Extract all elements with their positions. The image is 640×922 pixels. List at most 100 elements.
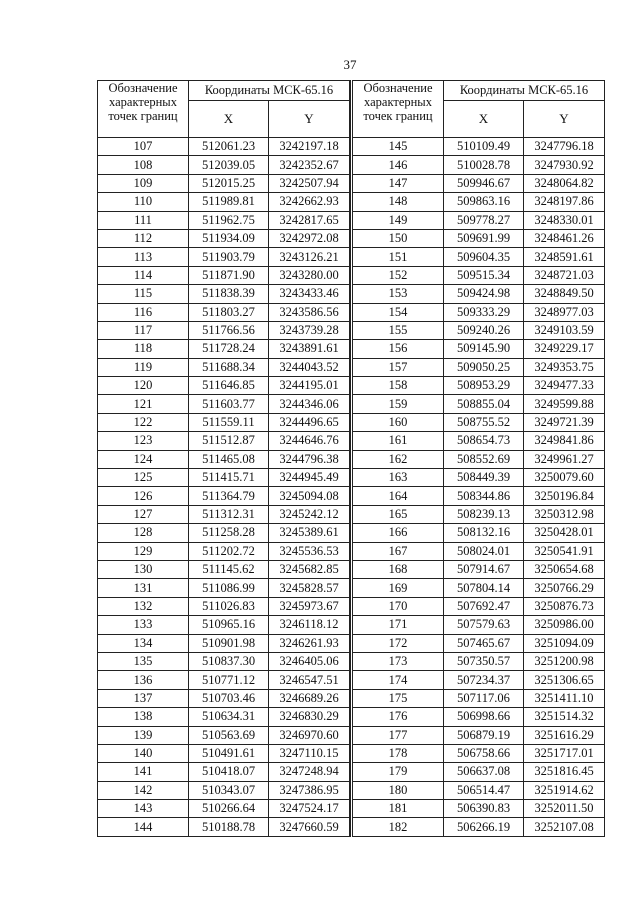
table-row: 140 510491.61 3247110.15 xyxy=(97,743,350,764)
table-row: 133 510965.16 3246118.12 xyxy=(97,615,350,635)
table-row: 124 511465.08 3244796.38 xyxy=(97,449,350,470)
coord-y: 3249721.39 xyxy=(523,412,605,433)
coord-y: 3248721.03 xyxy=(523,265,605,286)
point-id: 162 xyxy=(351,449,444,470)
table-row: 112 511934.09 3242972.08 xyxy=(97,228,350,249)
point-id: 132 xyxy=(97,596,189,617)
point-id: 149 xyxy=(351,210,444,230)
point-id: 117 xyxy=(97,320,189,341)
point-id: 110 xyxy=(97,192,189,212)
coord-x: 507465.67 xyxy=(443,633,524,653)
coord-y: 3246830.29 xyxy=(268,707,350,727)
table-row: 121 511603.77 3244346.06 xyxy=(97,394,350,414)
coord-x: 508344.86 xyxy=(443,486,524,506)
table-row: 145 510109.49 3247796.18 xyxy=(351,136,605,157)
table-row: 149 509778.27 3248330.01 xyxy=(351,210,605,230)
coord-x: 509145.90 xyxy=(443,339,524,359)
coord-y: 3246405.06 xyxy=(268,651,350,672)
table-row: 176 506998.66 3251514.32 xyxy=(351,707,605,727)
point-id: 145 xyxy=(351,136,444,157)
coord-x: 511145.62 xyxy=(188,559,269,580)
point-id: 111 xyxy=(97,210,189,230)
coord-x: 511559.11 xyxy=(188,412,269,433)
coord-y: 3248330.01 xyxy=(523,210,605,230)
coord-y: 3242817.65 xyxy=(268,210,350,230)
header-label-rest: характерных точек границ xyxy=(108,95,178,123)
table-row: 150 509691.99 3248461.26 xyxy=(351,228,605,249)
coord-y: 3243126.21 xyxy=(268,247,350,267)
coord-x: 511415.71 xyxy=(188,468,269,488)
table-row: 110 511989.81 3242662.93 xyxy=(97,192,350,212)
point-id: 129 xyxy=(97,541,189,561)
coord-y: 3251306.65 xyxy=(523,670,605,690)
table-row: 168 507914.67 3250654.68 xyxy=(351,559,605,580)
coord-x: 508855.04 xyxy=(443,394,524,414)
point-id: 159 xyxy=(351,394,444,414)
coord-x: 508953.29 xyxy=(443,376,524,396)
table-row: 148 509863.16 3248197.86 xyxy=(351,192,605,212)
coord-x: 510343.07 xyxy=(188,780,269,801)
coord-x: 508755.52 xyxy=(443,412,524,433)
coordinates-tables: Обозначение характерных точек границ Коор… xyxy=(97,80,605,837)
page-number: 37 xyxy=(343,57,357,72)
table-row: 142 510343.07 3247386.95 xyxy=(97,780,350,801)
coord-y: 3250876.73 xyxy=(523,596,605,617)
point-id: 121 xyxy=(97,394,189,414)
coord-y: 3243739.28 xyxy=(268,320,350,341)
coord-y: 3242352.67 xyxy=(268,155,350,175)
coord-x: 510901.98 xyxy=(188,633,269,653)
table-row: 160 508755.52 3249721.39 xyxy=(351,412,605,433)
table-row: 116 511803.27 3243586.56 xyxy=(97,302,350,322)
table-row: 114 511871.90 3243280.00 xyxy=(97,265,350,286)
point-id: 146 xyxy=(351,155,444,175)
header-x: X xyxy=(443,100,524,138)
coord-x: 509050.25 xyxy=(443,357,524,378)
coord-x: 511512.87 xyxy=(188,431,269,451)
coord-x: 509946.67 xyxy=(443,173,524,194)
coord-y: 3251914.62 xyxy=(523,780,605,801)
point-id: 168 xyxy=(351,559,444,580)
coord-y: 3243891.61 xyxy=(268,339,350,359)
table-row: 181 506390.83 3252011.50 xyxy=(351,799,605,819)
coord-y: 3245389.61 xyxy=(268,523,350,543)
coord-x: 506998.66 xyxy=(443,707,524,727)
coord-y: 3248197.86 xyxy=(523,192,605,212)
coord-y: 3251717.01 xyxy=(523,743,605,764)
table-row: 171 507579.63 3250986.00 xyxy=(351,615,605,635)
coord-x: 511962.75 xyxy=(188,210,269,230)
header-y: Y xyxy=(268,100,350,138)
table-row: 120 511646.85 3244195.01 xyxy=(97,376,350,396)
point-id: 157 xyxy=(351,357,444,378)
header-point-label: Обозначение характерных точек границ xyxy=(97,80,189,138)
table-row: 128 511258.28 3245389.61 xyxy=(97,523,350,543)
coord-x: 507117.06 xyxy=(443,688,524,709)
point-id: 133 xyxy=(97,615,189,635)
coord-x: 510965.16 xyxy=(188,615,269,635)
coord-x: 510028.78 xyxy=(443,155,524,175)
point-id: 131 xyxy=(97,578,189,598)
coord-y: 3245973.67 xyxy=(268,596,350,617)
table-row: 167 508024.01 3250541.91 xyxy=(351,541,605,561)
coord-y: 3249477.33 xyxy=(523,376,605,396)
coord-y: 3244796.38 xyxy=(268,449,350,470)
coord-x: 510188.78 xyxy=(188,817,269,837)
table-row: 146 510028.78 3247930.92 xyxy=(351,155,605,175)
coord-x: 511871.90 xyxy=(188,265,269,286)
table-row: 173 507350.57 3251200.98 xyxy=(351,651,605,672)
table-row: 154 509333.29 3248977.03 xyxy=(351,302,605,322)
coord-x: 512039.05 xyxy=(188,155,269,175)
point-id: 182 xyxy=(351,817,444,837)
coord-y: 3252011.50 xyxy=(523,799,605,819)
coord-y: 3250428.01 xyxy=(523,523,605,543)
coord-y: 3244496.65 xyxy=(268,412,350,433)
coord-x: 507914.67 xyxy=(443,559,524,580)
point-id: 148 xyxy=(351,192,444,212)
coord-y: 3248064.82 xyxy=(523,173,605,194)
table-row: 130 511145.62 3245682.85 xyxy=(97,559,350,580)
coord-y: 3247660.59 xyxy=(268,817,350,837)
coord-x: 511202.72 xyxy=(188,541,269,561)
coord-y: 3244346.06 xyxy=(268,394,350,414)
coord-x: 511603.77 xyxy=(188,394,269,414)
table-row: 179 506637.08 3251816.45 xyxy=(351,762,605,782)
table-row: 166 508132.16 3250428.01 xyxy=(351,523,605,543)
